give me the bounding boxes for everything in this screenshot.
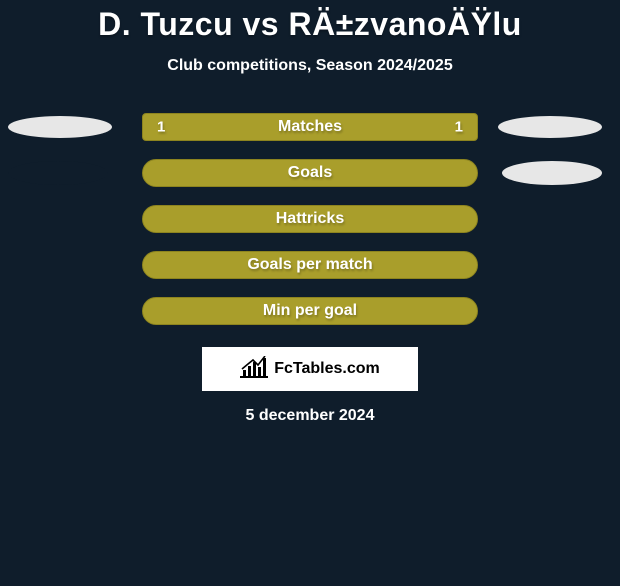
stat-value-left: 1	[157, 119, 165, 136]
stat-bar: Min per goal	[142, 297, 478, 325]
stat-value-right: 1	[455, 119, 463, 136]
chart-icon	[240, 356, 268, 383]
stat-bar: Goals	[142, 159, 478, 187]
stat-row: Goals per match	[0, 251, 620, 279]
stat-bar: Hattricks	[142, 205, 478, 233]
page-title: D. Tuzcu vs RÄ±zvanoÄŸlu	[0, 6, 620, 43]
stat-label: Goals	[288, 164, 332, 182]
stat-row: Goals	[0, 159, 620, 187]
right-gauge-ellipse	[498, 116, 602, 138]
stat-label: Goals per match	[247, 256, 372, 274]
stat-row: Matches 1 1	[0, 113, 620, 141]
datestamp: 5 december 2024	[0, 407, 620, 425]
page-subtitle: Club competitions, Season 2024/2025	[0, 57, 620, 75]
stat-label: Hattricks	[276, 210, 344, 228]
source-badge: FcTables.com	[202, 347, 418, 391]
comparison-rows: Matches 1 1 Goals Hattricks Goals per match Mi…	[0, 113, 620, 325]
stat-label: Min per goal	[263, 302, 357, 320]
stat-bar: Matches 1 1	[142, 113, 478, 141]
stat-bar: Goals per match	[142, 251, 478, 279]
source-badge-text: FcTables.com	[274, 360, 380, 378]
left-gauge-ellipse	[8, 116, 112, 138]
stat-label: Matches	[278, 118, 342, 136]
right-gauge-ellipse	[502, 161, 602, 185]
stat-row: Min per goal	[0, 297, 620, 325]
left-gauge-ellipse	[8, 161, 108, 185]
stat-row: Hattricks	[0, 205, 620, 233]
